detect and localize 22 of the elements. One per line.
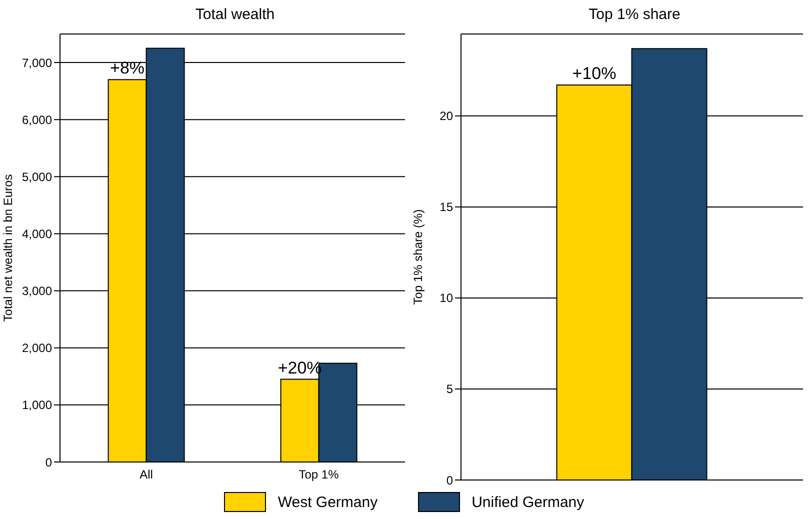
y-tick-label: 4,000	[22, 226, 52, 241]
y-tick-label: 0	[446, 473, 454, 488]
y-tick-label: 3,000	[22, 284, 52, 298]
y-tick-label: 2,000	[22, 341, 52, 356]
y-axis-title: Top 1% share (%)	[411, 209, 425, 305]
y-axis-title: Total net wealth in bn Euros	[1, 174, 15, 322]
y-tick-label: 5	[446, 382, 454, 396]
chart-title: Total wealth	[194, 5, 276, 25]
y-tick-label: 1,000	[22, 398, 52, 412]
y-tick-label: 15	[440, 200, 454, 214]
y-tick-label: 0	[45, 455, 52, 470]
y-tick-label: 6,000	[22, 112, 52, 127]
chart-title: Top 1% share	[588, 5, 682, 25]
y-tick-label: 20	[440, 109, 454, 124]
y-tick-label: 5,000	[22, 170, 52, 184]
x-tick-label: Top 1%	[298, 468, 340, 482]
legend-label: Unified Germany	[472, 494, 584, 510]
legend-label: West Germany	[278, 494, 378, 510]
y-tick-label: 10	[440, 291, 454, 306]
y-tick-label: 7,000	[22, 56, 52, 70]
annotation: +10%	[572, 64, 616, 83]
x-tick-label: All	[140, 468, 153, 482]
